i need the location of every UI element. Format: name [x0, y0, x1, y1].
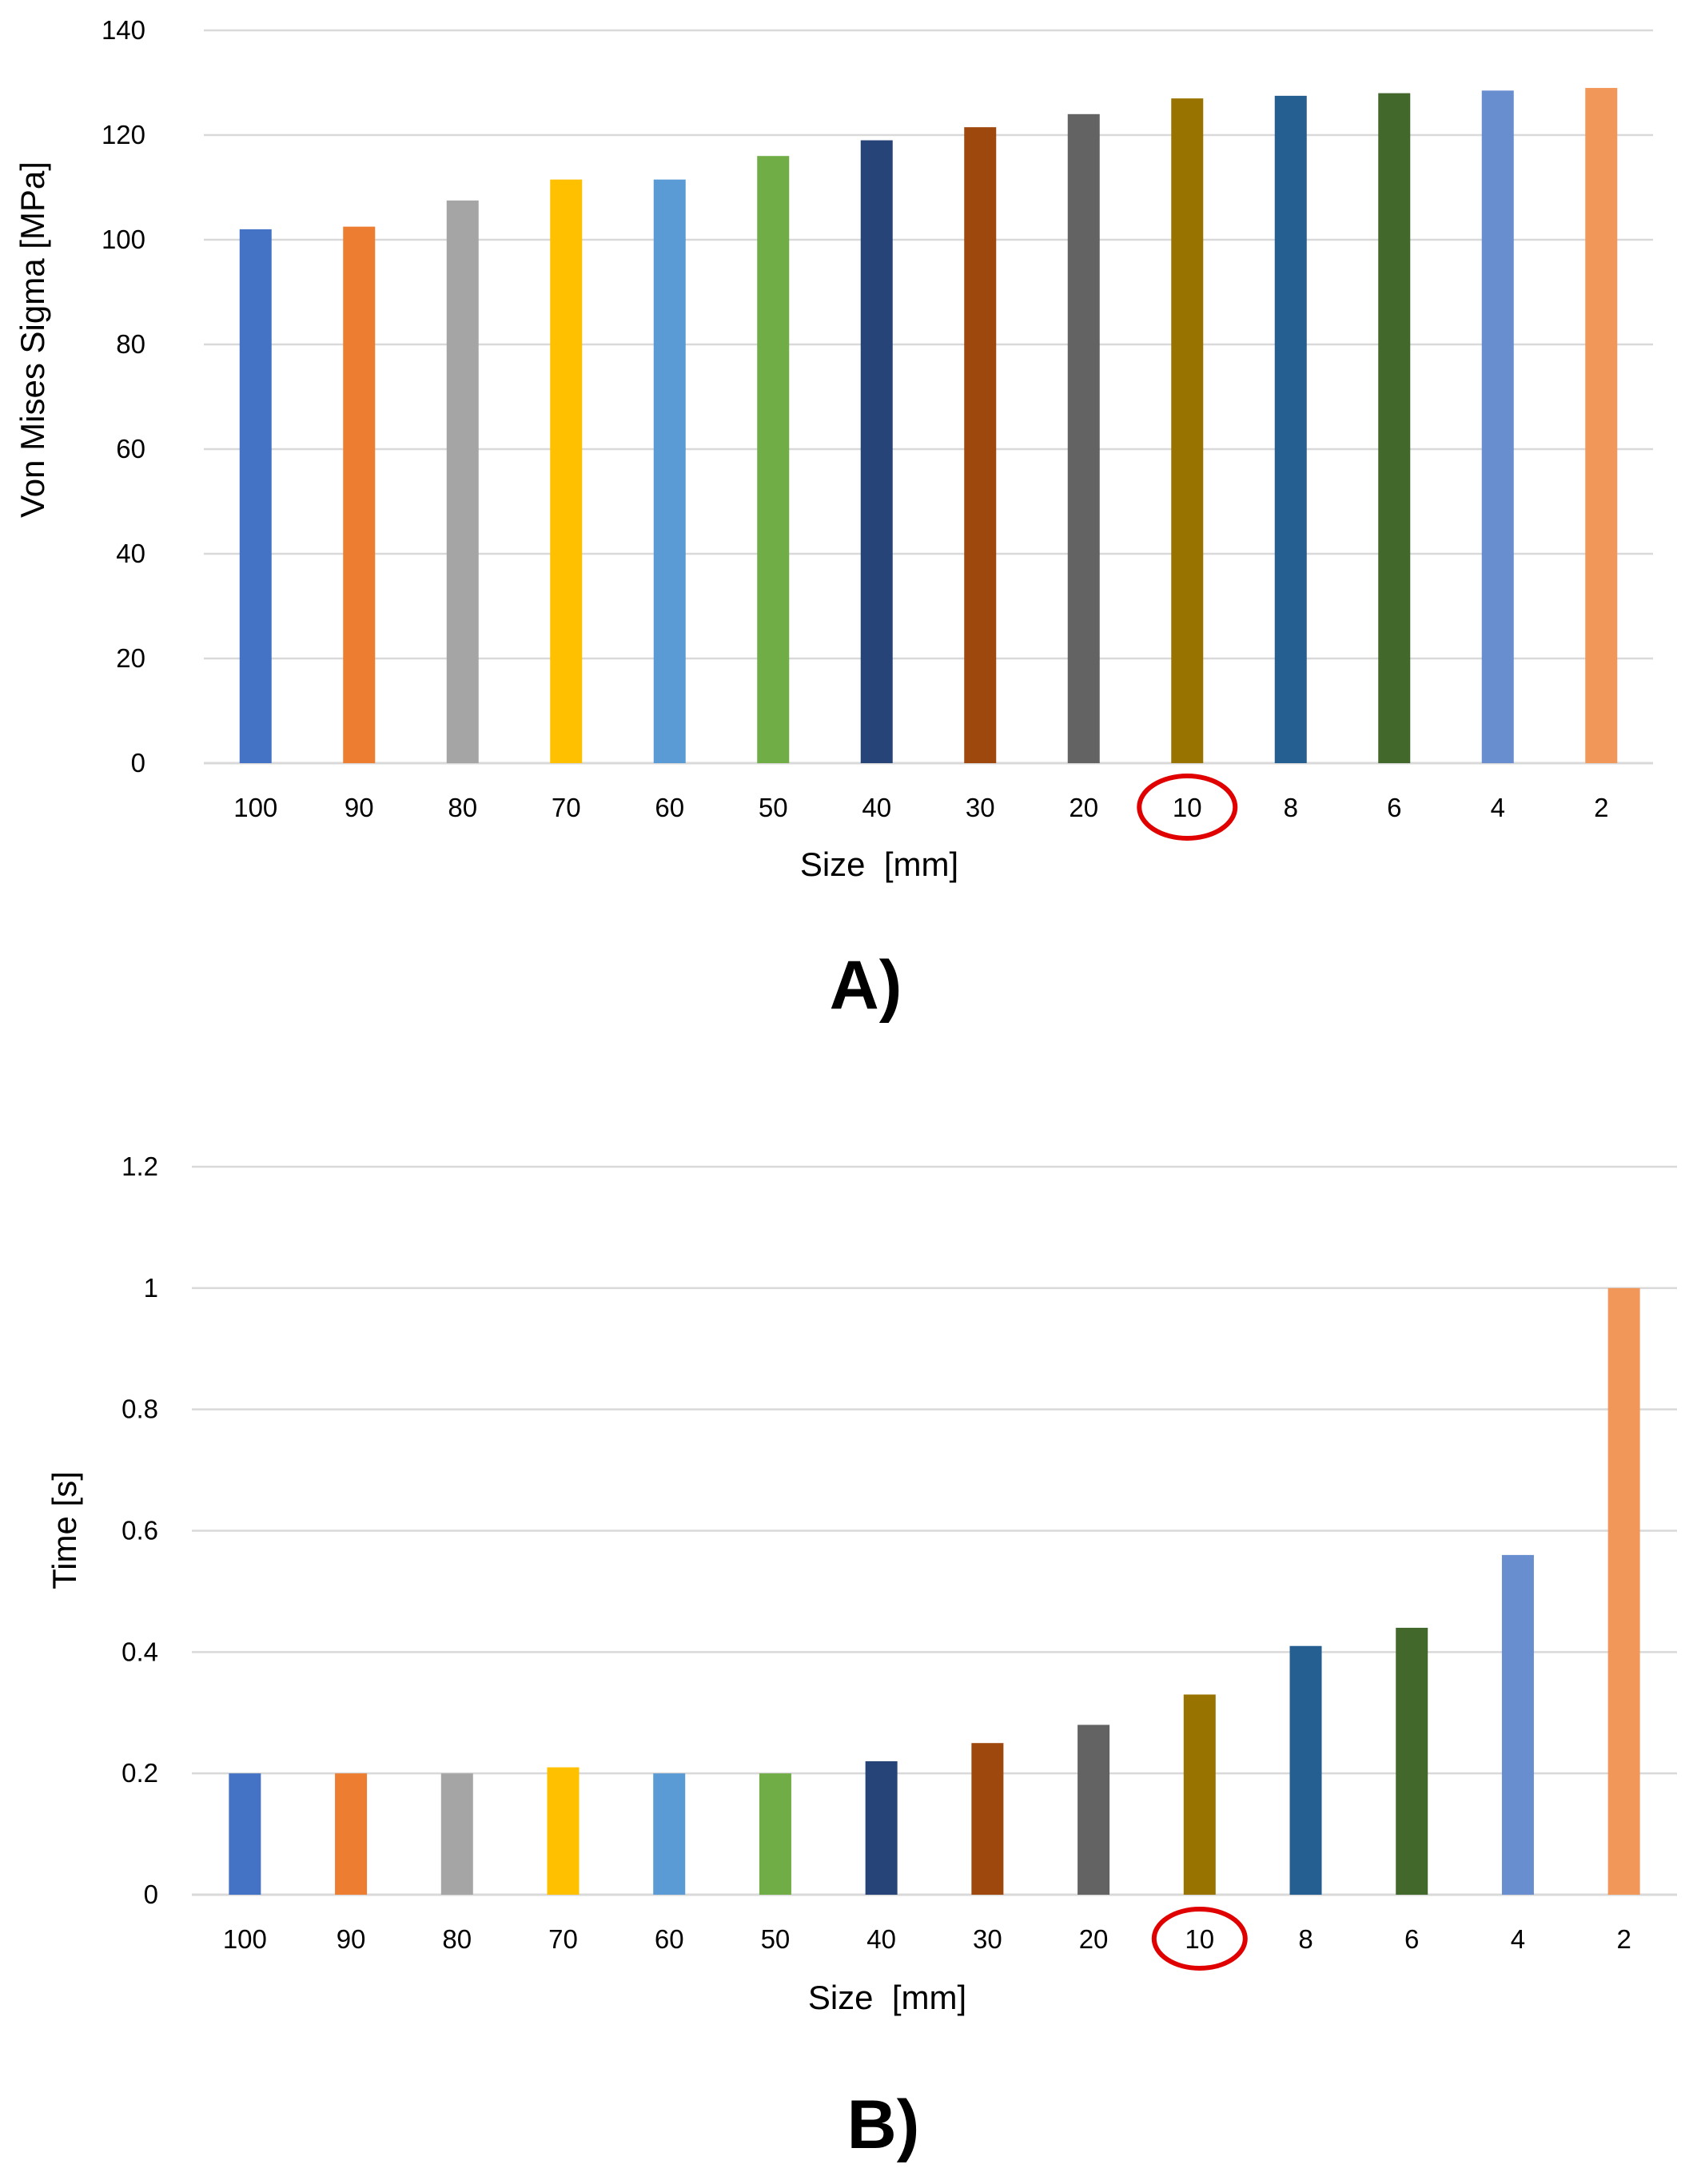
- chart-a-x-tick-label: 30: [966, 793, 995, 822]
- chart-b-x-tick-label: 2: [1616, 1924, 1631, 1954]
- chart-b-bar-8: [1289, 1645, 1322, 1895]
- chart-a-y-tick-label: 80: [116, 329, 145, 359]
- chart-b-y-tick-label: 0.6: [121, 1516, 158, 1546]
- chart-b-x-tick-label: 30: [973, 1924, 1002, 1954]
- chart-b-bar-70: [547, 1767, 580, 1895]
- chart-a-bar-50: [757, 156, 790, 763]
- chart-b-x-tick-label: 100: [223, 1924, 267, 1954]
- chart-b-highlight-circle: [1151, 1907, 1248, 1971]
- chart-b-bar-60: [653, 1773, 686, 1895]
- chart-a-bar-90: [343, 226, 376, 763]
- chart-b-x-tick-label: 8: [1298, 1924, 1313, 1954]
- chart-b-bar-6: [1396, 1627, 1428, 1895]
- chart-b-bar-40: [865, 1760, 898, 1895]
- chart-b-x-tick-label: 70: [548, 1924, 578, 1954]
- chart-a-panel-label: A): [830, 947, 902, 1024]
- chart-a-y-tick-label: 140: [102, 15, 145, 45]
- chart-b-y-tick-label: 0.4: [121, 1637, 158, 1666]
- chart-a-x-tick-label: 6: [1387, 793, 1401, 822]
- chart-a-bar-80: [446, 200, 479, 763]
- chart-a-y-tick-label: 20: [116, 643, 145, 673]
- chart-b-bar-100: [229, 1773, 261, 1895]
- chart-b-y-tick-label: 0: [144, 1880, 158, 1909]
- chart-a-x-tick-label: 20: [1069, 793, 1098, 822]
- chart-a-x-tick-label: 100: [233, 793, 277, 822]
- chart-a-bar-8: [1274, 95, 1307, 763]
- chart-b-y-tick-label: 0.8: [121, 1394, 158, 1424]
- chart-b-bar-90: [335, 1773, 368, 1895]
- chart-b-x-tick-label: 6: [1404, 1924, 1419, 1954]
- chart-b-x-ticks: 100 90 80 70 60 50 40 30 20 10 8 6 4 2: [223, 1924, 1631, 1954]
- chart-a-x-tick-label: 90: [345, 793, 374, 822]
- chart-a-y-tick-label: 120: [102, 120, 145, 149]
- chart-a-y-tick-label: 60: [116, 434, 145, 463]
- chart-b-y-tick-label: 0.2: [121, 1758, 158, 1788]
- chart-b-bar-10: [1183, 1694, 1216, 1895]
- chart-a-bar-60: [653, 179, 686, 764]
- chart-a-bar-6: [1378, 93, 1411, 764]
- chart-a-y-ticks: 0 20 40 60 80 100 120 140: [102, 15, 145, 778]
- chart-b-y-axis-title: Time [s]: [46, 1471, 83, 1589]
- chart-a-bar-2: [1585, 88, 1618, 764]
- chart-b-x-tick-label: 20: [1079, 1924, 1109, 1954]
- chart-a-bar-10: [1171, 98, 1204, 763]
- chart-a-bars: [239, 88, 1618, 764]
- chart-b-bars: [229, 1287, 1640, 1895]
- chart-a-x-tick-label: 8: [1284, 793, 1298, 822]
- chart-b-gridlines: [192, 1165, 1677, 1896]
- chart-a-x-tick-label: 60: [655, 793, 684, 822]
- chart-b-panel-label: B): [847, 2087, 920, 2163]
- chart-a-x-tick-label: 2: [1594, 793, 1608, 822]
- chart-a-bar-30: [964, 127, 997, 764]
- chart-a-x-tick-label: 80: [448, 793, 477, 822]
- chart-b-bar-4: [1501, 1554, 1534, 1895]
- chart-a-x-ticks: 100 90 80 70 60 50 40 30 20 10 8 6 4 2: [233, 793, 1608, 822]
- chart-a-highlight-circle: [1137, 774, 1238, 841]
- chart-b-y-ticks: 0 0.2 0.4 0.6 0.8 1 1.2: [121, 1152, 158, 1909]
- chart-a-bar-100: [239, 229, 272, 763]
- chart-b-x-tick-label: 60: [655, 1924, 684, 1954]
- chart-b-x-tick-label: 50: [761, 1924, 791, 1954]
- chart-b-x-tick-label: 4: [1511, 1924, 1525, 1954]
- chart-b-y-tick-label: 1: [144, 1273, 158, 1303]
- chart-panel-b: 0 0.2 0.4 0.6 0.8 1 1.2 100 90 80 70 60 50 40 30 20 10 8…: [46, 1152, 1677, 2163]
- chart-b-bar-80: [440, 1773, 473, 1895]
- chart-b-bar-2: [1607, 1287, 1640, 1895]
- chart-a-y-tick-label: 0: [131, 748, 145, 778]
- chart-a-x-tick-label: 4: [1491, 793, 1505, 822]
- chart-a-x-axis-title: Size [mm]: [800, 845, 958, 883]
- chart-a-y-axis-title: Von Mises Sigma [MPa]: [14, 161, 51, 518]
- chart-a-x-tick-label: 10: [1173, 793, 1202, 822]
- chart-b-x-tick-label: 80: [442, 1924, 472, 1954]
- chart-a-x-tick-label: 50: [759, 793, 788, 822]
- chart-a-x-tick-label: 70: [552, 793, 581, 822]
- chart-a-bar-40: [860, 140, 893, 764]
- chart-a-gridlines: [204, 29, 1653, 765]
- chart-a-x-tick-label: 40: [862, 793, 891, 822]
- chart-a-bar-20: [1067, 113, 1100, 764]
- chart-b-bar-50: [759, 1773, 791, 1895]
- chart-b-x-tick-label: 90: [337, 1924, 366, 1954]
- chart-a-bar-70: [550, 179, 583, 764]
- chart-a-bar-4: [1481, 90, 1514, 763]
- chart-b-x-tick-label: 10: [1185, 1924, 1214, 1954]
- chart-a-y-tick-label: 100: [102, 225, 145, 254]
- chart-b-x-axis-title: Size [mm]: [808, 1979, 966, 2016]
- chart-a-y-tick-label: 40: [116, 539, 145, 568]
- chart-b-bar-30: [971, 1743, 1004, 1895]
- chart-b-y-tick-label: 1.2: [121, 1152, 158, 1181]
- chart-b-x-tick-label: 40: [866, 1924, 896, 1954]
- chart-b-bar-20: [1078, 1725, 1110, 1895]
